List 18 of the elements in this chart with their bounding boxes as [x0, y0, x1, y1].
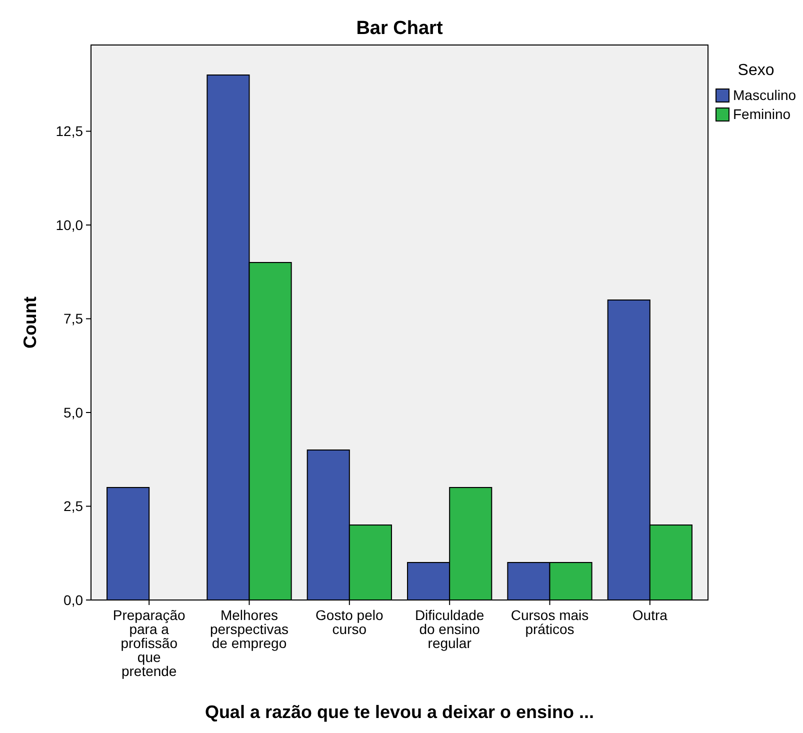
x-tick-label: Melhores perspectivas de emprego [210, 607, 289, 651]
y-tick-label: 10,0 [56, 216, 84, 233]
y-tick-label: 12,5 [56, 123, 84, 140]
x-axis-title: Qual a razão que te levou a deixar o ensino ... [204, 702, 594, 722]
y-tick-label: 7,5 [64, 310, 84, 327]
x-tick-label: Dificuldade do ensino regular [414, 607, 484, 651]
y-tick-label: 2,5 [64, 498, 84, 514]
chart-title: Bar Chart [356, 18, 444, 39]
x-tick-label: Outra [632, 607, 668, 623]
x-tick-label: Preparação para a profissão que pretende [112, 607, 186, 679]
legend-title: Sexo [738, 62, 774, 79]
y-axis-title: Count [20, 296, 40, 348]
y-tick-label: 0,0 [64, 592, 84, 608]
y-tick-label: 5,0 [64, 404, 84, 420]
x-tick-label: Cursos mais práticos [510, 607, 589, 637]
legend-label: Feminino [733, 106, 791, 122]
legend-label: Masculino [733, 87, 796, 103]
x-tick-label: Gosto pelo curso [316, 607, 384, 637]
